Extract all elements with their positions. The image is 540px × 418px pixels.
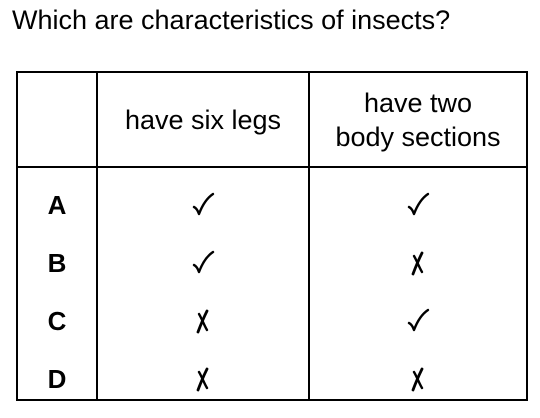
two-sections-cell	[310, 176, 526, 234]
option-letter: C	[47, 305, 67, 336]
column-divider	[96, 73, 98, 399]
column-header-two-body-sections: have two body sections	[310, 73, 526, 166]
tick-icon	[407, 192, 430, 216]
column-header-six-legs: have six legs	[98, 73, 308, 166]
table-row: D	[18, 350, 526, 408]
cross-icon	[196, 309, 209, 334]
tick-icon	[192, 250, 215, 274]
table-row: A	[18, 176, 526, 234]
option-letter: A	[47, 189, 67, 220]
two-sections-cell	[310, 292, 526, 350]
two-sections-cell	[310, 234, 526, 292]
two-sections-cell	[310, 350, 526, 408]
six-legs-cell	[98, 176, 308, 234]
option-letter: D	[47, 363, 67, 394]
header-divider	[18, 166, 526, 168]
question-text: Which are characteristics of insects?	[12, 5, 451, 35]
answer-table: have six legs have two body sections A B…	[16, 71, 528, 401]
six-legs-cell	[98, 292, 308, 350]
column-header-line: have two	[363, 87, 473, 118]
cross-icon	[411, 251, 424, 276]
option-letter: B	[47, 247, 67, 278]
tick-icon	[407, 308, 430, 332]
table-row: C	[18, 292, 526, 350]
cross-icon	[196, 367, 209, 392]
column-header-line: body sections	[335, 121, 501, 152]
column-header-label: have two body sections	[335, 86, 500, 154]
cross-icon	[411, 367, 424, 392]
table-row: B	[18, 234, 526, 292]
column-divider	[308, 73, 310, 399]
six-legs-cell	[98, 350, 308, 408]
tick-icon	[192, 192, 215, 216]
six-legs-cell	[98, 234, 308, 292]
column-header-label: have six legs	[124, 104, 282, 135]
